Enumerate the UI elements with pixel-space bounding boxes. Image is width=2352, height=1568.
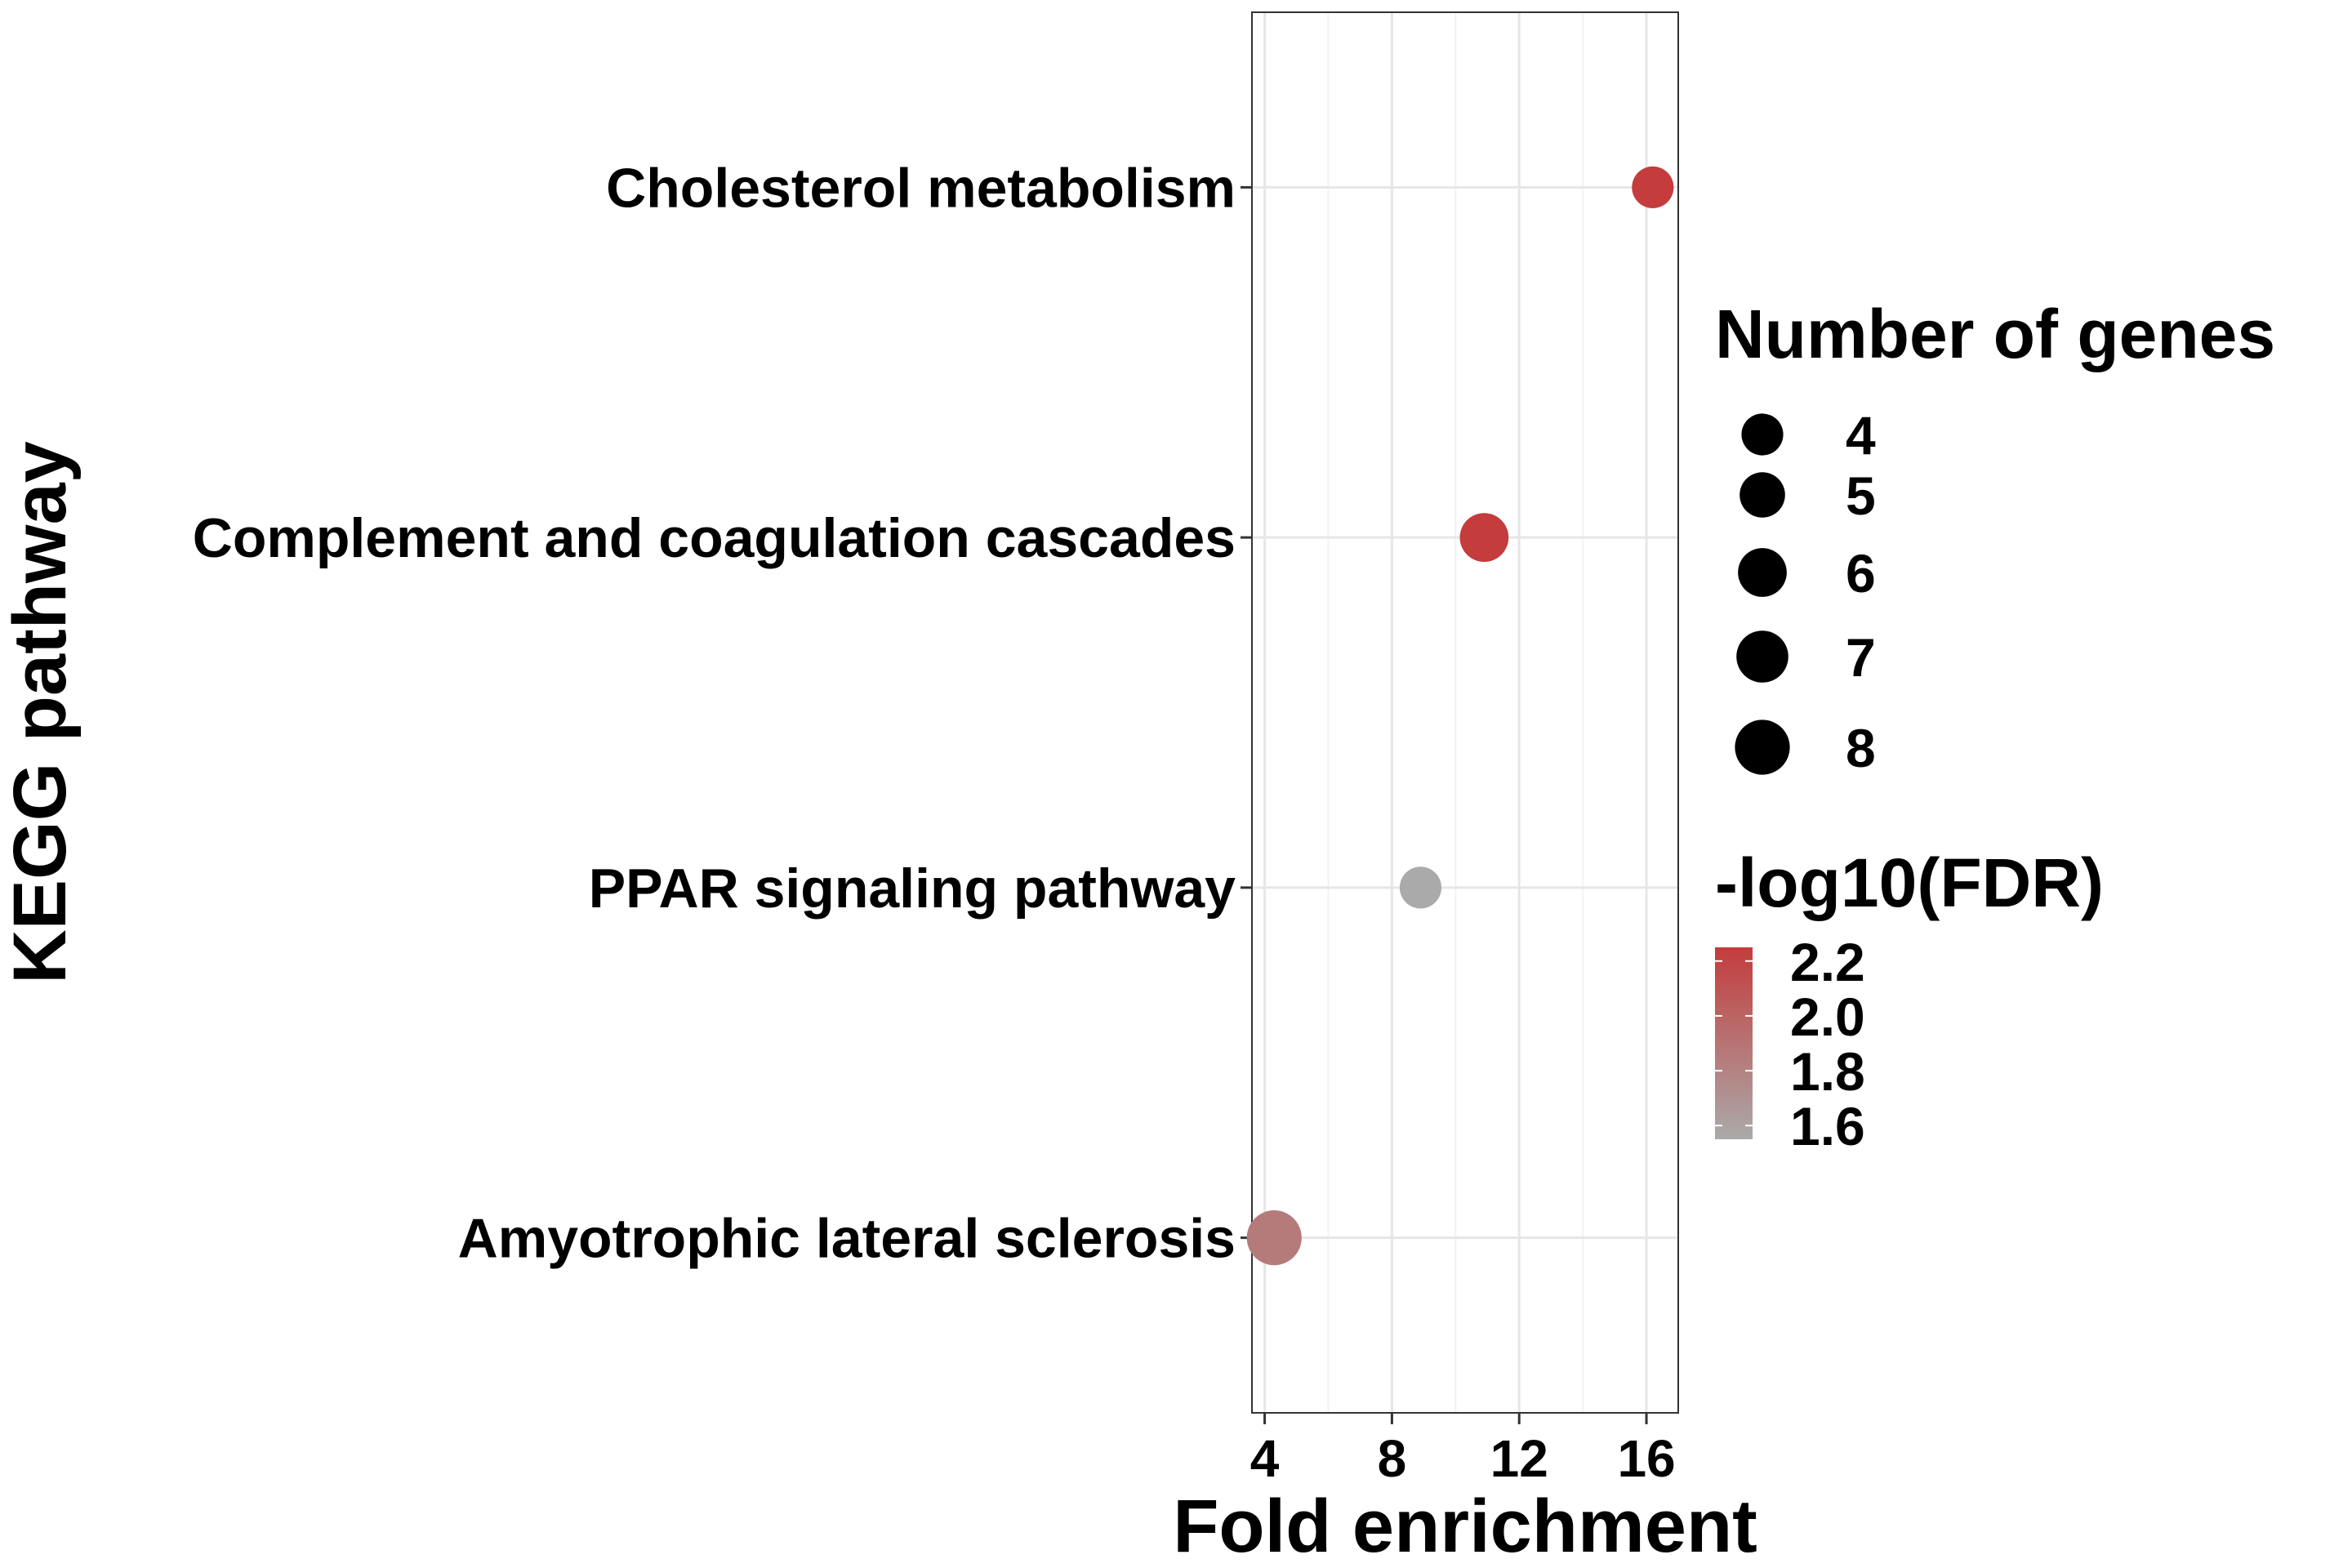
x-axis-title: Fold enrichment — [1173, 1485, 1757, 1568]
size-legend-label: 6 — [1846, 543, 1876, 604]
colorbar-label: 2.0 — [1790, 987, 1865, 1047]
size-legend-label: 7 — [1846, 627, 1876, 688]
x-tick-label: 8 — [1378, 1429, 1407, 1488]
data-point — [1459, 513, 1509, 562]
data-points — [1246, 166, 1674, 1266]
grid-lines — [1252, 12, 1678, 1413]
y-tick-label: PPAR signaling pathway — [589, 858, 1236, 920]
colorbar-label: 2.2 — [1790, 932, 1865, 992]
size-legend-label: 4 — [1846, 405, 1876, 466]
size-legend-label: 8 — [1846, 718, 1876, 778]
y-axis-ticks: Cholesterol metabolism Complement and coa… — [193, 157, 1252, 1270]
color-legend-title: -log10(FDR) — [1715, 844, 2104, 921]
y-tick-label: Cholesterol metabolism — [606, 157, 1236, 219]
y-tick-label: Amyotrophic lateral sclerosis — [458, 1208, 1236, 1270]
colorbar — [1715, 947, 1753, 1139]
size-legend-key — [1740, 472, 1785, 518]
colorbar-label: 1.8 — [1790, 1041, 1865, 1102]
x-tick-label: 12 — [1490, 1429, 1548, 1488]
data-point — [1246, 1210, 1302, 1266]
y-tick-label: Complement and coagulation cascades — [193, 507, 1236, 569]
data-point — [1632, 166, 1674, 208]
y-axis-title: KEGG pathway — [0, 441, 82, 984]
size-legend-key — [1736, 630, 1788, 683]
size-legend-key — [1735, 719, 1790, 775]
color-legend: -log10(FDR) 1.61.82.02.2 — [1715, 844, 2104, 1156]
plot-panel-border — [1251, 11, 1679, 1414]
data-point — [1399, 866, 1442, 909]
size-legend-label: 5 — [1846, 466, 1876, 526]
x-tick-label: 4 — [1250, 1429, 1280, 1488]
size-legend-key — [1741, 413, 1784, 456]
size-legend: Number of genes 45 6 7 8 — [1715, 296, 2275, 778]
x-axis-ticks: 4 8 12 16 — [1250, 1413, 1676, 1488]
size-legend-title: Number of genes — [1715, 296, 2275, 372]
size-legend-key — [1738, 548, 1787, 597]
x-tick-label: 16 — [1617, 1429, 1675, 1488]
colorbar-label: 1.6 — [1790, 1096, 1865, 1156]
